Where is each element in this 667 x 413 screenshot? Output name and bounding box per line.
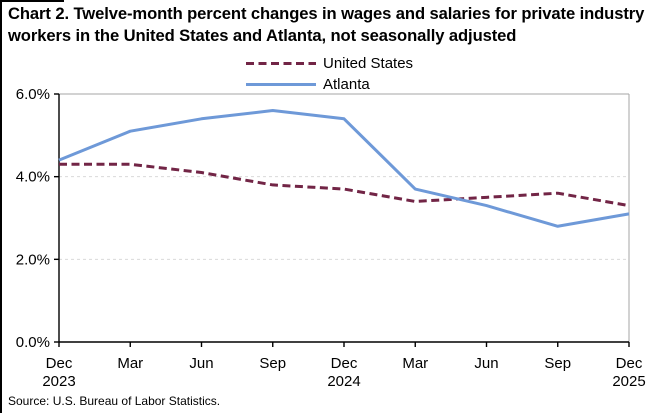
legend-item-united-states: United States bbox=[245, 53, 413, 74]
x-tick-label: Dec bbox=[46, 355, 73, 372]
y-tick-label: 2.0% bbox=[16, 251, 50, 268]
atlanta-line-swatch bbox=[245, 81, 317, 88]
x-tick-year-label: 2025 bbox=[612, 373, 645, 390]
x-tick-label: Mar bbox=[117, 355, 143, 372]
x-tick-label: Mar bbox=[402, 355, 428, 372]
x-tick-year-label: 2024 bbox=[327, 373, 360, 390]
legend-swatch-line bbox=[246, 83, 316, 86]
legend-label-united-states: United States bbox=[323, 55, 414, 72]
series-line-atlanta bbox=[58, 109, 630, 228]
legend-item-atlanta: Atlanta bbox=[245, 74, 413, 95]
x-tick-label: Jun bbox=[474, 355, 498, 372]
x-tick-label: Sep bbox=[259, 355, 286, 372]
chart-title: Chart 2. Twelve-month percent changes in… bbox=[8, 4, 645, 45]
x-tick-label: Sep bbox=[544, 355, 571, 372]
x-tick-label: Dec bbox=[616, 355, 643, 372]
source-note: Source: U.S. Bureau of Labor Statistics. bbox=[8, 394, 221, 408]
y-tick-label: 0.0% bbox=[16, 334, 50, 351]
y-tick-label: 6.0% bbox=[16, 86, 50, 103]
series-line-united-states bbox=[59, 162, 630, 208]
x-tick-label: Jun bbox=[189, 355, 213, 372]
page-top-border bbox=[2, 0, 64, 2]
legend: United States Atlanta bbox=[245, 53, 413, 95]
y-tick-label: 4.0% bbox=[16, 169, 50, 186]
legend-label-atlanta: Atlanta bbox=[323, 76, 370, 93]
x-tick-year-label: 2023 bbox=[42, 373, 75, 390]
x-tick-label: Dec bbox=[331, 355, 358, 372]
